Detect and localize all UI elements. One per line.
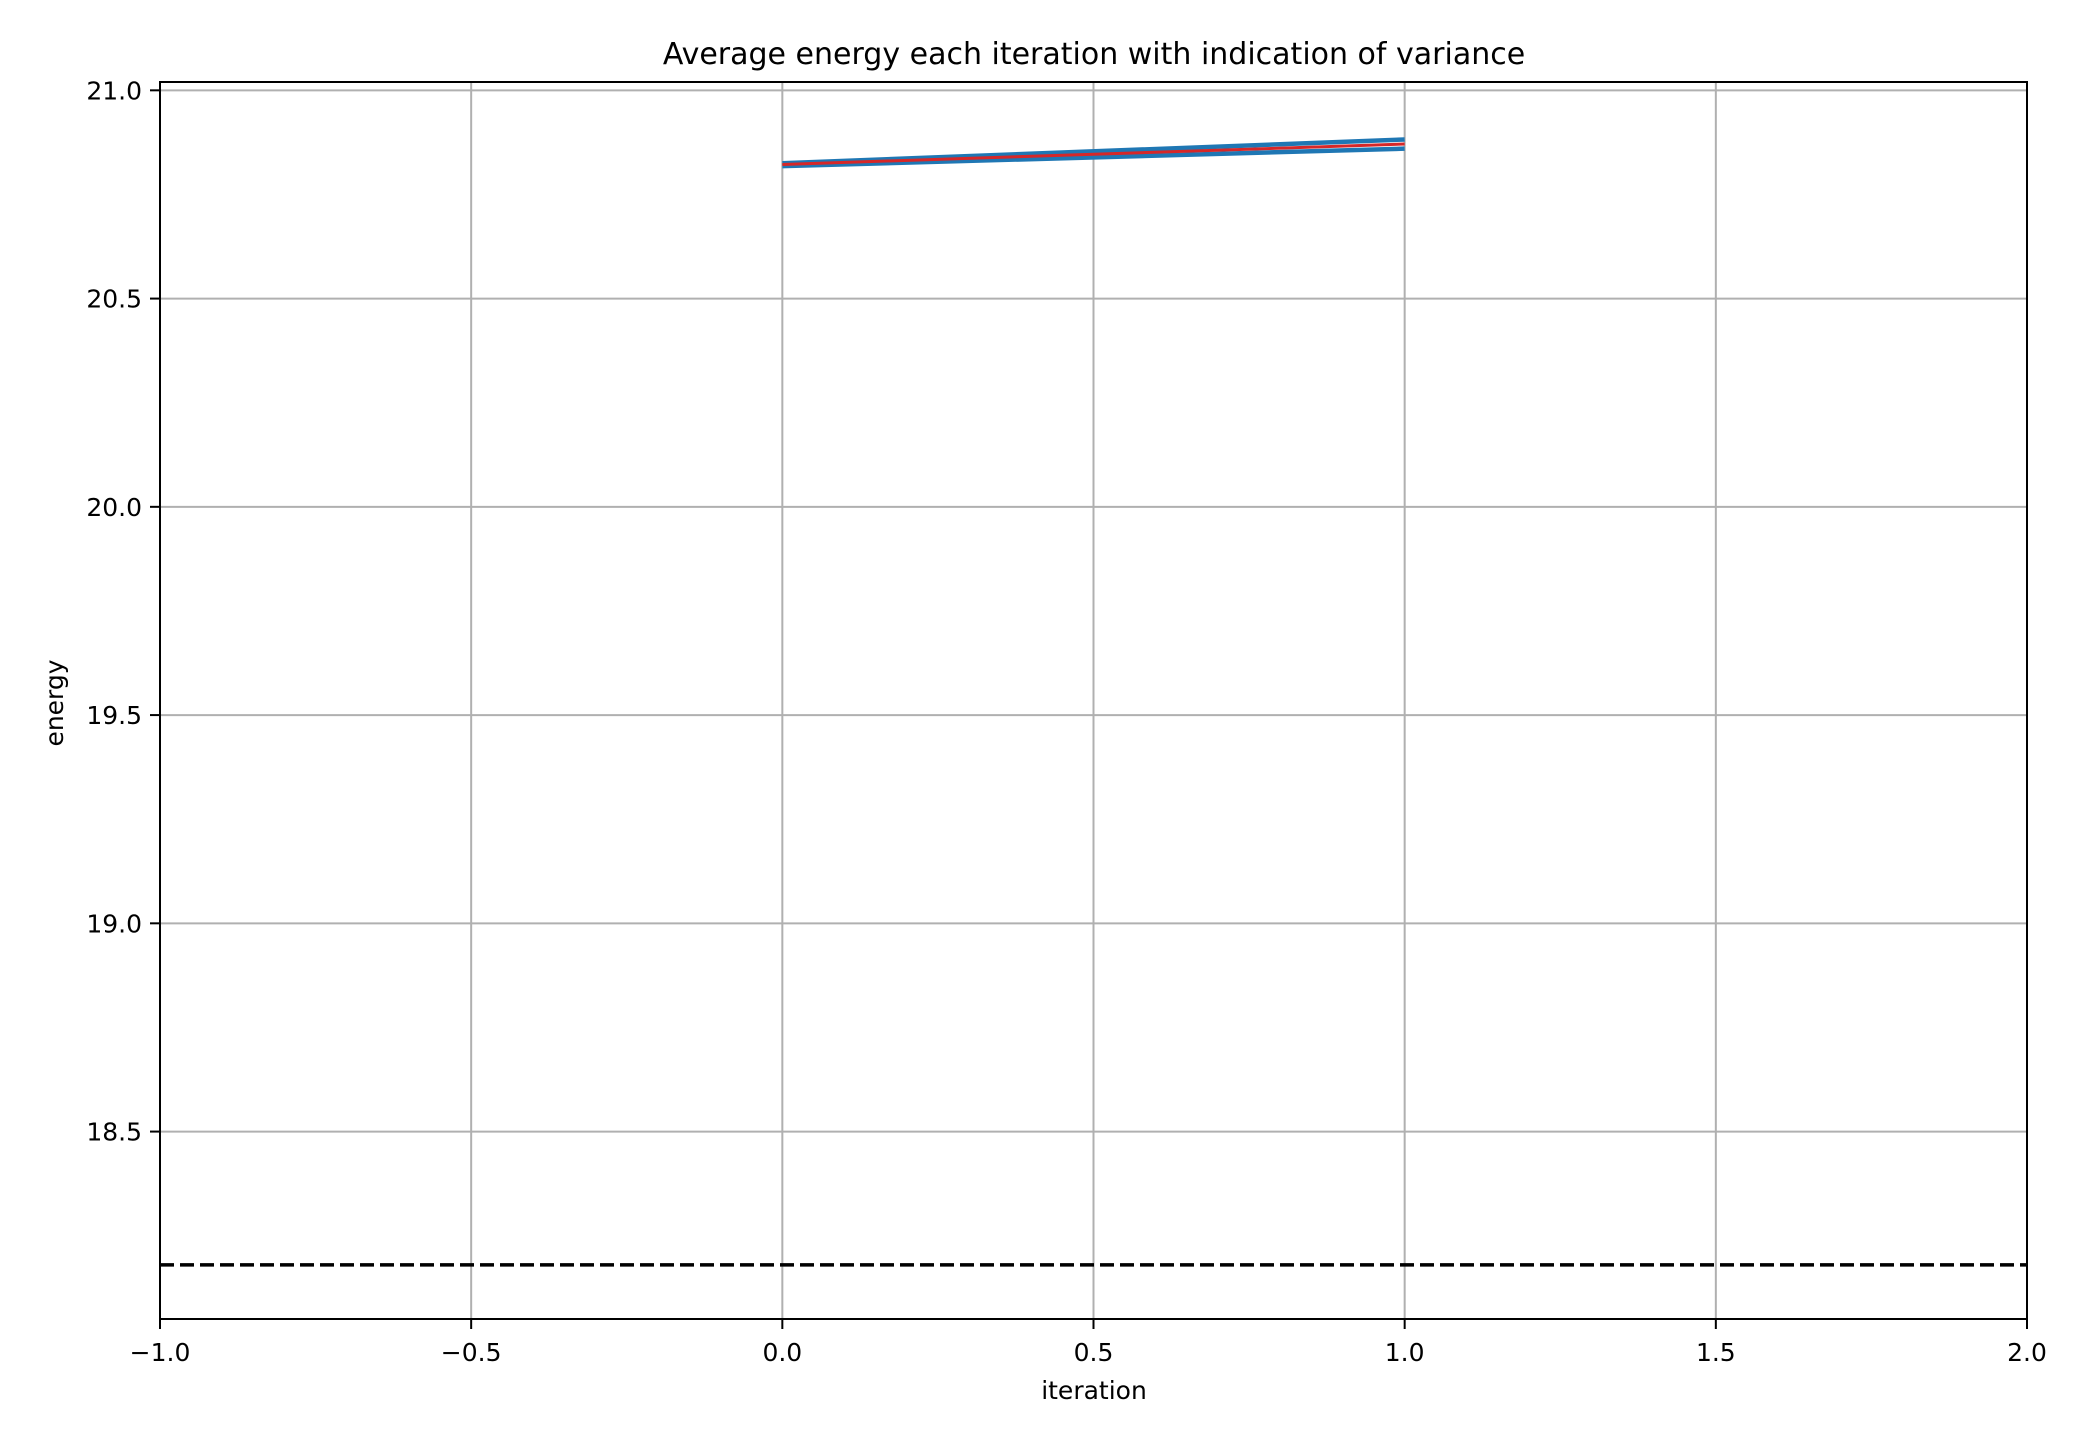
axis-ticks: −1.0 −0.5 0.0 0.5 1.0 1.5 2.0 18.5 19.0 19.5 20.0 2… <box>86 76 2047 1367</box>
x-tick-label: −1.0 <box>130 1338 191 1367</box>
x-axis-title: iteration <box>1041 1376 1147 1405</box>
y-tick-label: 21.0 <box>86 76 142 105</box>
y-tick-label: 19.0 <box>86 909 142 938</box>
series-line-upper <box>782 137 1405 166</box>
grid-lines <box>159 82 2028 1319</box>
y-tick-label: 18.5 <box>86 1118 142 1147</box>
x-tick-label: 1.0 <box>1385 1338 1425 1367</box>
series-line-lower <box>782 146 1405 169</box>
x-tick-label: 2.0 <box>2007 1338 2047 1367</box>
chart-title: Average energy each iteration with indic… <box>663 37 1525 72</box>
x-tick-label: 1.5 <box>1696 1338 1736 1367</box>
x-tick-label: −0.5 <box>441 1338 502 1367</box>
y-tick-label: 20.0 <box>86 493 142 522</box>
x-tick-label: 0.0 <box>762 1338 802 1367</box>
series-line-mean <box>782 142 1405 166</box>
y-tick-label: 20.5 <box>86 285 142 314</box>
y-tick-label: 19.5 <box>86 701 142 730</box>
y-axis-title: energy <box>40 659 69 746</box>
x-tick-label: 0.5 <box>1074 1338 1114 1367</box>
plot-area <box>160 137 2027 1267</box>
